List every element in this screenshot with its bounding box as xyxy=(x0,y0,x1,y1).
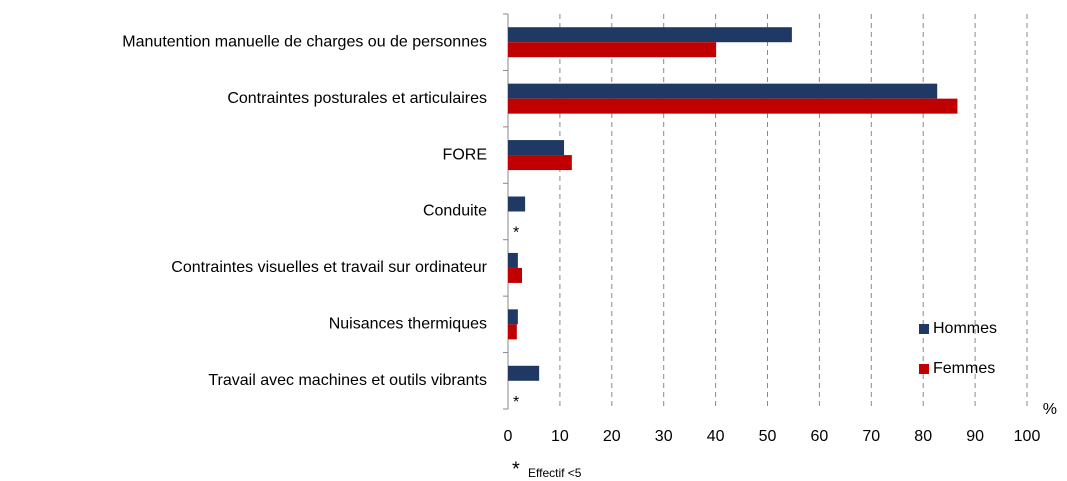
y-tick-label: Nuisances thermiques xyxy=(329,316,487,333)
x-tick-label: 100 xyxy=(1014,428,1041,445)
bar xyxy=(508,42,717,58)
x-tick-label: 70 xyxy=(862,428,880,445)
annotation: * xyxy=(513,394,519,411)
y-tick-label: Contraintes posturales et articulaires xyxy=(227,90,487,107)
legend-label: Femmes xyxy=(933,360,995,377)
x-tick-label: 60 xyxy=(811,428,829,445)
x-tick-label: 0 xyxy=(504,428,513,445)
x-tick-label: 20 xyxy=(603,428,621,445)
x-tick-label: 30 xyxy=(655,428,673,445)
x-tick-label: 80 xyxy=(914,428,932,445)
x-axis-label: % xyxy=(1043,401,1057,418)
y-tick-label: Contraintes visuelles et travail sur ord… xyxy=(171,259,487,276)
bar xyxy=(508,98,958,114)
y-tick-label: FORE xyxy=(443,146,487,163)
legend-swatch xyxy=(919,324,929,334)
legend-label: Hommes xyxy=(933,320,997,337)
y-tick-label: Manutention manuelle de charges ou de pe… xyxy=(122,33,487,50)
bar xyxy=(508,309,518,325)
bar xyxy=(508,196,526,212)
annotation: * xyxy=(513,225,519,242)
bar xyxy=(508,27,792,43)
bar xyxy=(508,324,517,340)
x-tick-label: 90 xyxy=(966,428,984,445)
bar xyxy=(508,252,518,268)
bar xyxy=(508,365,540,381)
footnote-symbol: * xyxy=(512,458,520,480)
y-tick-label: Conduite xyxy=(423,203,487,220)
footnote-text: Effectif <5 xyxy=(528,466,582,480)
y-tick-label: Travail avec machines et outils vibrants xyxy=(208,372,487,389)
bar xyxy=(508,267,523,283)
x-tick-label: 50 xyxy=(759,428,777,445)
bar xyxy=(508,155,572,171)
legend-swatch xyxy=(919,364,929,374)
x-tick-label: 10 xyxy=(551,428,569,445)
bar xyxy=(508,140,565,156)
x-tick-label: 40 xyxy=(707,428,725,445)
bar xyxy=(508,83,938,99)
